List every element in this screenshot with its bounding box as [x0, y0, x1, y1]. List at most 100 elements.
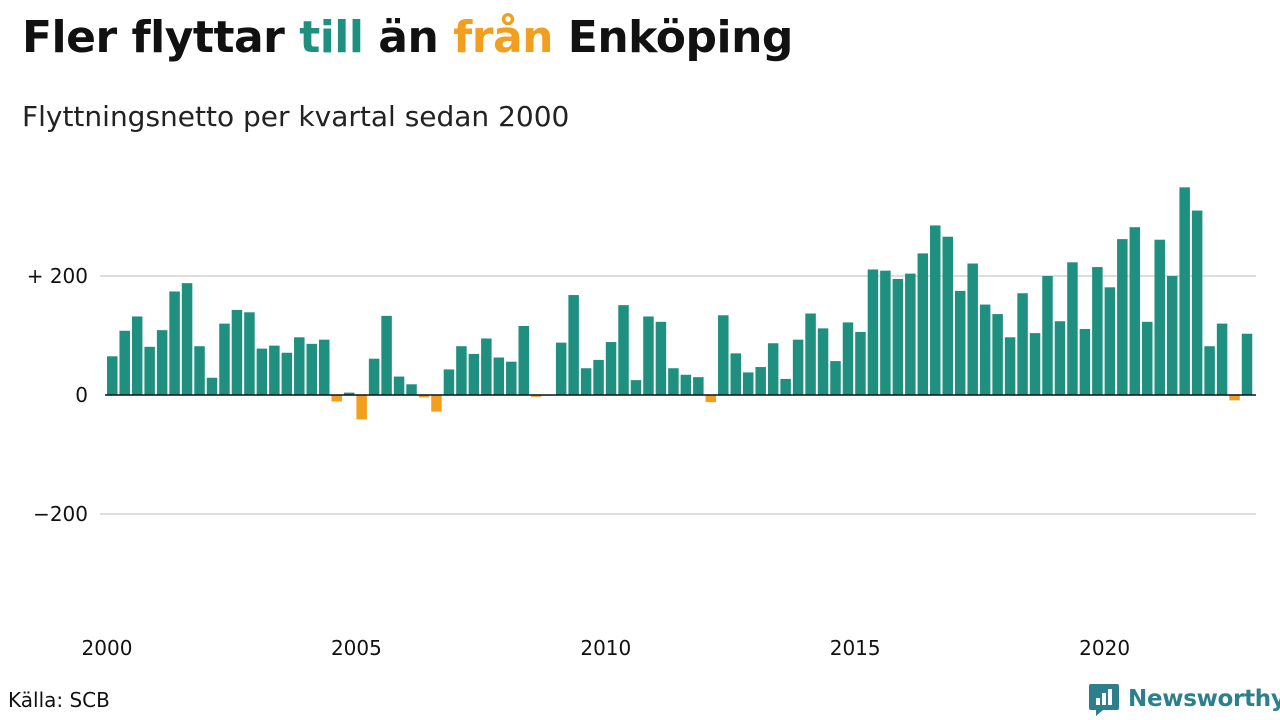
bar	[1129, 227, 1141, 395]
bar	[368, 358, 380, 395]
bar	[930, 225, 941, 395]
bar	[269, 345, 280, 395]
bar	[643, 316, 654, 395]
title-highlight-positive: till	[299, 12, 364, 63]
bar	[780, 378, 791, 395]
bar	[680, 374, 692, 395]
bar	[730, 353, 741, 395]
bar	[144, 346, 155, 396]
chart-subtitle: Flyttningsnetto per kvartal sedan 2000	[22, 100, 570, 133]
bar	[156, 330, 168, 395]
grid-lines	[100, 275, 1256, 515]
bar	[1004, 337, 1016, 395]
bar	[942, 236, 953, 395]
bar	[830, 361, 841, 395]
bar	[655, 321, 667, 395]
bar	[406, 384, 417, 395]
bar	[518, 325, 530, 395]
bar	[954, 290, 966, 396]
bar	[418, 395, 430, 398]
y-axis-labels: + 200 0 −200	[27, 264, 88, 526]
bar	[244, 312, 255, 395]
bar	[693, 377, 704, 395]
bar	[1142, 321, 1153, 395]
bar	[979, 304, 991, 395]
x-tick-label: 2000	[82, 636, 133, 660]
brand-name: Newsworthy	[1128, 686, 1280, 712]
newsworthy-logo[interactable]: Newsworthy	[1088, 682, 1280, 716]
x-tick-label: 2015	[830, 636, 881, 660]
bar	[742, 372, 754, 395]
bar	[318, 339, 330, 396]
bar	[1241, 333, 1253, 395]
bar	[1166, 276, 1178, 395]
bar	[231, 309, 243, 395]
bar	[880, 270, 891, 395]
bar	[1229, 395, 1240, 401]
chart-title: Fler flyttar till än från Enköping	[22, 12, 793, 63]
bar	[755, 367, 766, 395]
bar	[468, 353, 480, 395]
bar	[817, 328, 829, 395]
source-credit: Källa: SCB	[8, 688, 110, 712]
bar	[281, 352, 293, 395]
bar-chart: + 200 0 −200 2000 2005 2010 2015 2020	[27, 187, 1256, 660]
bar	[967, 263, 978, 395]
bar	[593, 359, 604, 395]
bar	[1067, 262, 1078, 395]
bar	[917, 253, 929, 395]
bar	[194, 346, 205, 395]
bar	[1154, 239, 1165, 395]
bar	[119, 330, 130, 395]
bar	[343, 392, 355, 395]
title-part-3: Enköping	[552, 12, 794, 63]
bar	[1017, 293, 1028, 395]
title-part-2: än	[363, 12, 454, 63]
y-tick-label: + 200	[27, 264, 88, 288]
y-tick-label: 0	[75, 383, 88, 407]
bar	[1029, 333, 1041, 395]
bar	[219, 323, 230, 395]
bar-chart-logo-icon	[1089, 684, 1119, 716]
bar	[1079, 328, 1091, 395]
bar	[493, 357, 505, 395]
bar	[792, 339, 804, 396]
bar	[256, 348, 268, 395]
bar	[331, 395, 342, 402]
bar	[718, 315, 729, 395]
bar	[630, 380, 642, 396]
bar	[306, 343, 318, 395]
x-axis-labels: 2000 2005 2010 2015 2020	[82, 636, 1131, 660]
bar	[605, 342, 617, 395]
bar	[393, 376, 405, 396]
x-tick-label: 2020	[1079, 636, 1130, 660]
bar	[905, 273, 916, 395]
bar	[1191, 210, 1203, 395]
bar	[1054, 321, 1066, 395]
bar	[767, 343, 779, 396]
bar	[294, 337, 305, 395]
bar	[1204, 346, 1215, 395]
bar	[842, 322, 854, 395]
bar	[206, 377, 218, 395]
bar	[580, 368, 592, 395]
bar	[1216, 323, 1228, 395]
bar	[1042, 276, 1053, 395]
bar	[131, 316, 143, 395]
bar	[431, 395, 442, 412]
bar	[1092, 267, 1103, 395]
bar	[381, 315, 392, 395]
bar	[356, 395, 367, 420]
bar	[805, 313, 816, 396]
bar	[867, 269, 879, 395]
bar	[481, 338, 492, 395]
bar	[1179, 187, 1190, 395]
bar	[618, 305, 629, 395]
bar	[1117, 239, 1128, 395]
bar	[568, 295, 579, 395]
bar	[555, 342, 567, 395]
bar	[992, 314, 1003, 395]
bar	[456, 346, 467, 395]
bar	[1104, 287, 1116, 395]
y-tick-label: −200	[33, 502, 88, 526]
